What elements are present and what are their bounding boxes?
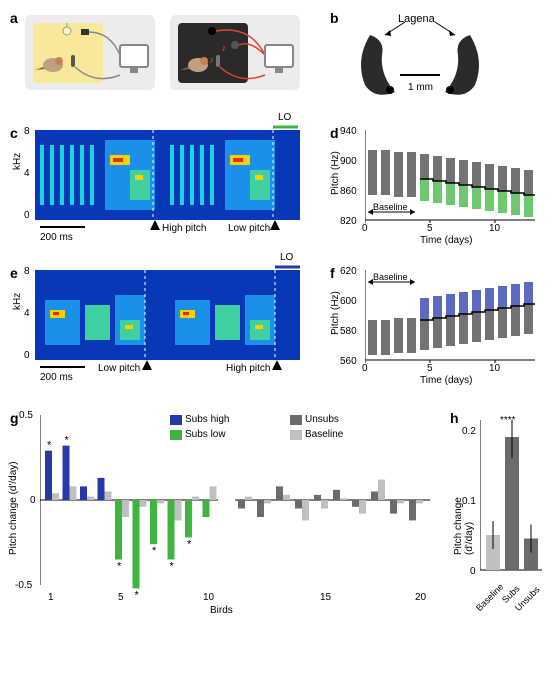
label-h: h (450, 410, 459, 426)
h-ylabel: Pitch change (d'/day) (453, 463, 475, 555)
c-ylabel: kHz (12, 153, 23, 170)
svg-text:*: * (47, 440, 52, 452)
d-baseline: Baseline (373, 202, 408, 212)
svg-text:♪: ♪ (209, 55, 214, 66)
d-xt2: 10 (489, 223, 500, 234)
h-yt2: 0.2 (462, 426, 476, 437)
d-yt2: 900 (340, 156, 357, 167)
panel-e-spectro (35, 270, 300, 370)
e-ytick-0: 0 (24, 350, 30, 361)
e-arrow2 (272, 360, 282, 372)
g-yt0: -0.5 (15, 580, 32, 591)
svg-text:*: * (117, 561, 122, 573)
panel-e-lo-bar (275, 264, 305, 270)
e-scale: 200 ms (40, 372, 73, 383)
legend-subs-high-swatch (170, 415, 182, 425)
c-low: Low pitch (228, 223, 270, 234)
label-a: a (10, 10, 18, 26)
g-xt5: 5 (118, 592, 124, 603)
h-stars: **** (500, 415, 516, 426)
panel-c-spectro (35, 130, 300, 230)
f-xt2: 10 (489, 363, 500, 374)
e-ylabel: kHz (12, 293, 23, 310)
label-d: d (330, 125, 339, 141)
f-yt1: 580 (340, 326, 357, 337)
f-yt3: 620 (340, 266, 357, 277)
f-xt1: 5 (427, 363, 433, 374)
legend-subs-low: Subs low (185, 429, 226, 440)
c-ytick-4: 4 (24, 168, 30, 179)
panel-h-plot (480, 420, 545, 585)
label-c: c (10, 125, 18, 141)
panel-a-svg: ♪ ♪ (25, 15, 300, 95)
c-arrow2 (270, 220, 280, 232)
panel-c-lo: LO (278, 112, 291, 123)
legend-baseline: Baseline (305, 429, 343, 440)
d-yt1: 860 (340, 186, 357, 197)
legend-unsubs-swatch (290, 415, 302, 425)
d-ylabel: Pitch (Hz) (330, 151, 341, 195)
panel-d-plot (365, 130, 540, 240)
g-xt15: 15 (320, 592, 331, 603)
f-ylabel: Pitch (Hz) (330, 291, 341, 335)
c-ytick-0: 0 (24, 210, 30, 221)
d-yt3: 940 (340, 126, 357, 137)
label-e: e (10, 265, 18, 281)
e-ytick-8: 8 (24, 266, 30, 277)
c-scale: 200 ms (40, 232, 73, 243)
h-yt0: 0 (470, 566, 476, 577)
c-high: High pitch (162, 223, 206, 234)
label-b: b (330, 10, 339, 26)
d-xlabel: Time (days) (420, 235, 472, 246)
g-yt1: 0 (30, 495, 36, 506)
d-xt0: 0 (362, 223, 368, 234)
figure-container: a ♪ ♪ (10, 10, 545, 675)
legend-subs-high: Subs high (185, 414, 229, 425)
g-yt2: 0.5 (19, 410, 33, 421)
g-xlabel: Birds (210, 605, 233, 616)
panel-c-lo-bar (273, 124, 303, 130)
legend-unsubs: Unsubs (305, 414, 339, 425)
lagena-scale: 1 mm (408, 82, 433, 93)
e-ytick-4: 4 (24, 308, 30, 319)
svg-text:♪: ♪ (221, 43, 226, 54)
g-xt1: 1 (48, 592, 54, 603)
svg-text:*: * (170, 561, 175, 573)
c-arrow1 (150, 220, 160, 232)
f-yt0: 560 (340, 356, 357, 367)
panel-f-plot (365, 270, 540, 380)
f-xt0: 0 (362, 363, 368, 374)
f-yt2: 600 (340, 296, 357, 307)
g-ylabel: Pitch change (d'/day) (8, 461, 19, 555)
svg-text:*: * (187, 538, 192, 550)
legend-subs-low-swatch (170, 430, 182, 440)
e-low: Low pitch (98, 363, 140, 374)
svg-text:*: * (135, 589, 140, 601)
svg-text:*: * (65, 435, 70, 447)
label-g: g (10, 410, 19, 426)
e-arrow1 (142, 360, 152, 372)
svg-text:*: * (152, 545, 157, 557)
g-xt10: 10 (203, 592, 214, 603)
e-high: High pitch (226, 363, 270, 374)
d-xt1: 5 (427, 223, 433, 234)
label-f: f (330, 265, 335, 281)
legend-baseline-swatch (290, 430, 302, 440)
panel-e-lo: LO (280, 252, 293, 263)
c-ytick-8: 8 (24, 126, 30, 137)
f-xlabel: Time (days) (420, 375, 472, 386)
f-baseline: Baseline (373, 272, 408, 282)
d-yt0: 820 (340, 216, 357, 227)
panel-g-plot: * * * * * * * (40, 415, 435, 610)
g-xt20: 20 (415, 592, 426, 603)
